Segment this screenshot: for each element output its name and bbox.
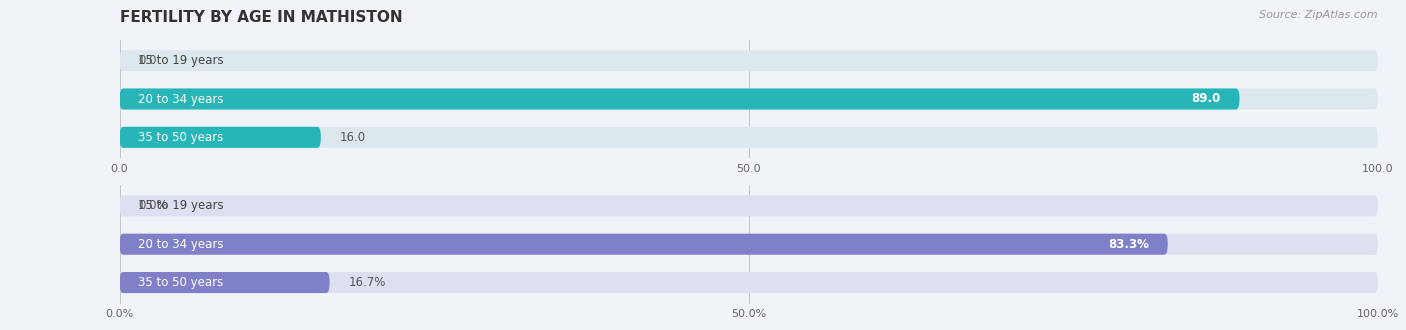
FancyBboxPatch shape: [120, 195, 1378, 216]
Text: 16.7%: 16.7%: [349, 276, 385, 289]
FancyBboxPatch shape: [120, 127, 321, 148]
FancyBboxPatch shape: [120, 234, 1378, 255]
FancyBboxPatch shape: [120, 88, 1240, 110]
FancyBboxPatch shape: [120, 88, 1378, 110]
Text: 20 to 34 years: 20 to 34 years: [138, 238, 224, 251]
Text: Source: ZipAtlas.com: Source: ZipAtlas.com: [1260, 10, 1378, 20]
Text: 0.0: 0.0: [138, 54, 157, 67]
FancyBboxPatch shape: [120, 272, 329, 293]
Text: 16.0: 16.0: [340, 131, 366, 144]
Text: 20 to 34 years: 20 to 34 years: [138, 92, 224, 106]
FancyBboxPatch shape: [120, 127, 1378, 148]
FancyBboxPatch shape: [120, 234, 1168, 255]
Text: 83.3%: 83.3%: [1108, 238, 1149, 251]
Text: 35 to 50 years: 35 to 50 years: [138, 276, 224, 289]
FancyBboxPatch shape: [120, 50, 1378, 71]
Text: 89.0: 89.0: [1191, 92, 1220, 106]
Text: 15 to 19 years: 15 to 19 years: [138, 199, 224, 213]
Text: 15 to 19 years: 15 to 19 years: [138, 54, 224, 67]
FancyBboxPatch shape: [120, 272, 1378, 293]
Text: FERTILITY BY AGE IN MATHISTON: FERTILITY BY AGE IN MATHISTON: [120, 10, 402, 25]
Text: 35 to 50 years: 35 to 50 years: [138, 131, 224, 144]
Text: 0.0%: 0.0%: [138, 199, 167, 213]
